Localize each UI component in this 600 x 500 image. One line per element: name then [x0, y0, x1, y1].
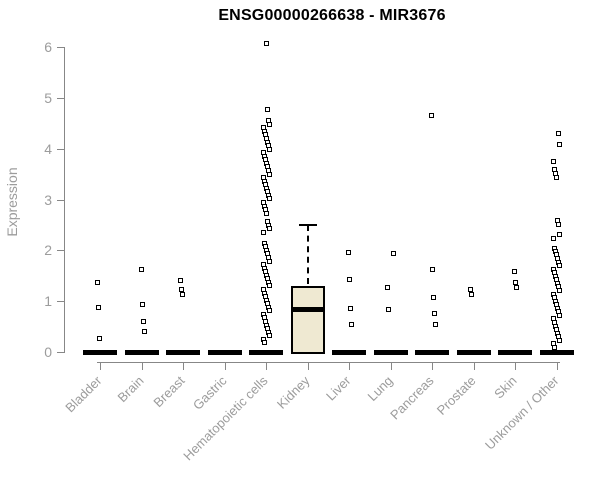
- zero-median-bar: [83, 349, 117, 355]
- y-axis-line: [64, 47, 65, 352]
- data-point-marker: [266, 333, 272, 339]
- zero-median-bar: [415, 349, 450, 355]
- data-point-marker: [347, 306, 353, 312]
- kidney-median-line: [290, 306, 325, 312]
- data-point-marker: [346, 276, 352, 282]
- data-point-marker: [552, 344, 558, 350]
- data-point-marker: [386, 307, 392, 313]
- data-point-marker: [266, 226, 272, 232]
- kidney-box: [290, 285, 325, 354]
- y-axis-tick: [57, 301, 65, 303]
- data-point-marker: [557, 312, 563, 318]
- data-point-marker: [469, 292, 475, 298]
- y-axis-tick: [57, 97, 65, 99]
- data-point-marker: [178, 287, 184, 293]
- zero-median-bar: [539, 349, 574, 355]
- y-axis-tick: [57, 199, 65, 201]
- y-axis-tick-label: 2: [44, 242, 52, 259]
- data-point-marker: [94, 279, 100, 285]
- data-point-marker: [266, 308, 272, 314]
- data-point-marker: [96, 336, 102, 342]
- y-axis-tick-label: 3: [44, 191, 52, 208]
- data-point-marker: [557, 287, 563, 293]
- x-axis-tick: [390, 362, 392, 370]
- x-axis-tick: [266, 362, 268, 370]
- data-point-marker: [177, 278, 183, 284]
- data-point-marker: [179, 292, 185, 298]
- data-point-marker: [430, 294, 436, 300]
- data-point-marker: [431, 310, 437, 316]
- y-axis-tick: [57, 47, 65, 48]
- data-point-marker: [551, 158, 557, 164]
- x-axis-tick: [556, 362, 558, 370]
- x-axis-tick: [100, 362, 101, 370]
- data-point-marker: [266, 283, 272, 289]
- data-point-marker: [557, 337, 563, 343]
- data-point-marker: [429, 266, 435, 272]
- x-axis-tick: [141, 362, 143, 370]
- y-axis-tick-label: 1: [44, 293, 52, 310]
- data-point-marker: [266, 146, 272, 152]
- zero-median-bar: [456, 349, 491, 355]
- zero-median-bar: [498, 349, 533, 355]
- data-point-marker: [511, 269, 517, 275]
- data-point-marker: [554, 174, 560, 180]
- data-point-marker: [556, 222, 562, 228]
- data-point-marker: [345, 250, 351, 256]
- data-point-marker: [95, 304, 101, 310]
- data-point-marker: [266, 171, 272, 177]
- data-point-marker: [266, 121, 272, 127]
- data-point-marker: [551, 235, 557, 241]
- data-point-marker: [385, 284, 391, 290]
- x-axis-tick: [224, 362, 226, 370]
- y-axis-label: Expression: [4, 167, 20, 237]
- x-axis-tick: [432, 362, 434, 370]
- data-point-marker: [142, 329, 148, 335]
- data-point-marker: [263, 40, 269, 46]
- x-axis-tick: [183, 362, 185, 370]
- zero-median-bar: [332, 349, 367, 355]
- data-point-marker: [266, 196, 272, 202]
- y-axis-tick-label: 4: [44, 140, 52, 157]
- x-axis-tick: [349, 362, 351, 370]
- data-point-marker: [557, 231, 563, 237]
- x-axis-line: [97, 362, 560, 363]
- y-axis-tick-label: 5: [44, 89, 52, 106]
- data-point-marker: [557, 142, 563, 148]
- chart-title: ENSG00000266638 - MIR3676: [218, 7, 446, 24]
- kidney-whisker: [306, 224, 309, 284]
- data-point-marker: [266, 258, 272, 264]
- data-point-marker: [428, 112, 434, 118]
- x-axis-tick: [515, 362, 517, 370]
- data-point-marker: [513, 284, 519, 290]
- data-point-marker: [556, 130, 562, 136]
- x-axis-tick: [307, 362, 309, 370]
- x-axis-tick: [473, 362, 475, 370]
- data-point-marker: [391, 251, 397, 257]
- data-point-marker: [348, 321, 354, 327]
- zero-median-bar: [373, 349, 408, 355]
- data-point-marker: [139, 267, 145, 273]
- data-point-marker: [557, 263, 563, 269]
- y-axis-tick: [57, 250, 65, 252]
- data-point-marker: [432, 321, 438, 327]
- y-axis-tick-label: 0: [44, 344, 52, 360]
- zero-median-bar: [207, 349, 242, 355]
- zero-median-bar: [166, 349, 201, 355]
- data-point-marker: [264, 106, 270, 112]
- data-point-marker: [261, 340, 267, 346]
- zero-median-bar: [124, 349, 159, 355]
- y-axis-tick: [57, 352, 65, 353]
- y-axis-tick-label: 6: [44, 39, 52, 55]
- data-point-marker: [263, 210, 269, 216]
- data-point-marker: [260, 230, 266, 236]
- data-point-marker: [140, 302, 146, 308]
- data-point-marker: [141, 319, 147, 324]
- data-point-marker: [512, 279, 518, 285]
- zero-median-bar: [249, 349, 284, 355]
- data-point-marker: [468, 287, 474, 293]
- y-axis-tick: [57, 148, 65, 150]
